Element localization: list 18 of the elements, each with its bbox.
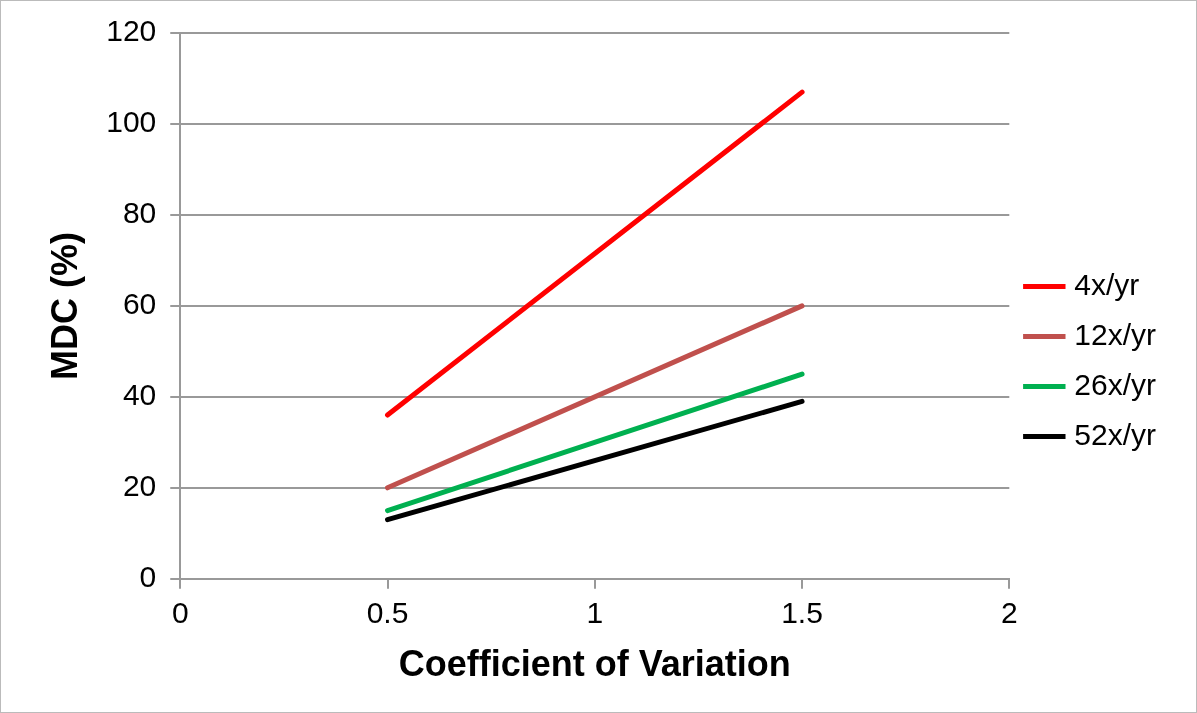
x-tick-label: 1 [586,596,604,630]
x-tick-label: 0.5 [366,596,409,630]
y-tick-label: 40 [122,378,157,412]
legend-label: 12x/yr [1074,317,1157,351]
legend-label: 26x/yr [1074,367,1157,401]
y-tick-label: 80 [122,196,157,230]
y-axis-title: MDC (%) [43,231,85,380]
y-tick-label: 60 [122,287,157,321]
legend-label: 52x/yr [1074,417,1157,451]
x-tick-label: 1.5 [781,596,823,630]
x-tick-label: 0 [171,596,189,630]
y-tick-label: 100 [106,105,157,139]
y-tick-label: 0 [139,560,157,594]
x-tick-label: 2 [1000,596,1018,630]
y-tick-label: 20 [122,469,157,503]
y-tick-label: 120 [106,14,157,48]
legend-label: 4x/yr [1074,267,1140,301]
x-axis-title: Coefficient of Variation [398,643,791,685]
